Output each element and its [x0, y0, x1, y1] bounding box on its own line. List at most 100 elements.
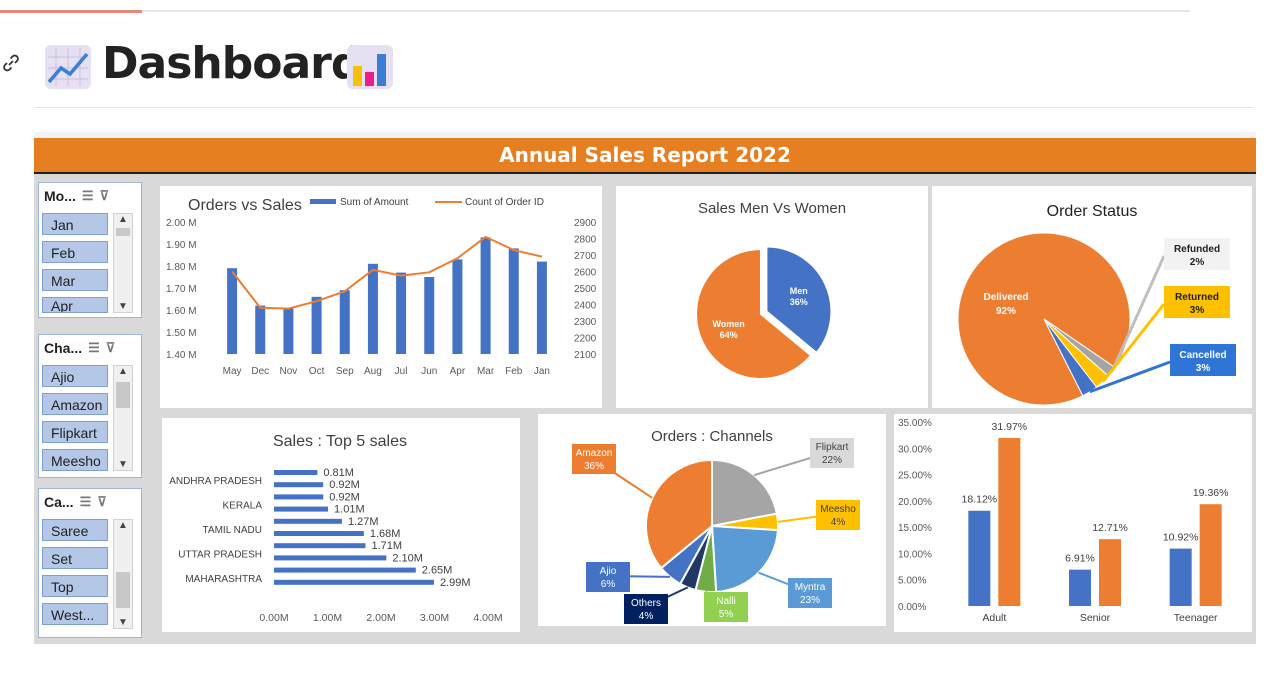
callout-box [704, 592, 748, 622]
scroll-down-icon[interactable]: ▼ [118, 617, 128, 628]
x-tick-label: 4.00M [473, 612, 502, 624]
data-label: 0.92M [329, 479, 360, 491]
scroll-up-icon[interactable]: ▲ [118, 366, 128, 377]
scrollbar[interactable]: ▲ ▼ [113, 519, 133, 629]
y-tick-label: 1.70 M [166, 284, 197, 295]
slicer-item[interactable]: West... [42, 603, 108, 625]
y-tick-label: 1.90 M [166, 240, 197, 251]
age-group-panel: 35.00% 30.00% 25.00% 20.00% 15.00% 10.00% 5.00… [894, 414, 1252, 632]
bar [274, 567, 416, 573]
slicer-item[interactable]: Flipkart [42, 421, 108, 443]
callout-box [1164, 238, 1230, 270]
callout-box [624, 594, 668, 624]
bar [274, 555, 387, 561]
callout-box [586, 562, 630, 592]
slicer-title: Cha... [44, 340, 83, 356]
bar-chart-icon [346, 44, 394, 95]
bar [508, 248, 519, 354]
top-border-accent [0, 10, 142, 13]
multi-select-icon[interactable]: ☰ [88, 340, 100, 355]
y-tick-label: 25.00% [898, 471, 932, 482]
bar [274, 494, 324, 500]
slicer-item[interactable]: Ajio [42, 365, 108, 387]
x-tick-label: Dec [251, 366, 269, 377]
bar [274, 506, 329, 512]
age-group-chart: 35.00% 30.00% 25.00% 20.00% 15.00% 10.00% 5.00… [898, 418, 1228, 624]
y-tick-label: 20.00% [898, 497, 932, 508]
y-tick-label: 10.00% [898, 549, 932, 560]
slicer-item[interactable]: Saree [42, 519, 108, 541]
y-tick-label: KERALA [223, 501, 263, 512]
slicer-item[interactable]: Amazon [42, 393, 108, 415]
slice-value-label: 22% [822, 455, 842, 466]
x-tick-label: Apr [450, 366, 466, 377]
y-tick-label: 5.00% [898, 576, 926, 587]
series-line [231, 235, 543, 310]
y2-tick-label: 2500 [574, 284, 597, 295]
slicer-header: Cha... ☰ ⊽ [39, 335, 141, 361]
top5-sales-chart: Sales : Top 5 sales0.81M0.92M0.92M1.01M1… [169, 433, 502, 624]
scroll-up-icon[interactable]: ▲ [118, 214, 128, 225]
page-title: Dashboard [102, 38, 362, 89]
leader-line [1089, 360, 1171, 394]
multi-select-icon[interactable]: ☰ [79, 494, 92, 509]
y-tick-label: MAHARASHTRA [185, 574, 262, 585]
slicer-item[interactable]: Feb [42, 241, 108, 263]
chart-increasing-icon [44, 44, 92, 95]
slicer-item[interactable]: Set [42, 547, 108, 569]
y2-tick-label: 2800 [574, 235, 597, 246]
scrollbar[interactable]: ▲ ▼ [113, 365, 133, 471]
x-tick-label: Aug [364, 366, 382, 377]
slice-label: Amazon [576, 448, 613, 459]
slicer-item[interactable]: Apr [42, 297, 108, 313]
slice-label: Others [631, 598, 661, 609]
bar [367, 263, 378, 354]
callout-box [816, 500, 860, 530]
scroll-down-icon[interactable]: ▼ [118, 459, 128, 470]
x-tick-label: Jun [421, 366, 437, 377]
scroll-down-icon[interactable]: ▼ [118, 301, 128, 312]
slicer-item[interactable]: Top [42, 575, 108, 597]
data-label: 18.12% [962, 494, 998, 506]
scroll-thumb[interactable] [116, 228, 130, 236]
slice-value-label: 36% [790, 297, 808, 307]
bar [339, 290, 350, 354]
y2-tick-label: 2600 [574, 268, 597, 279]
slice-value-label: 4% [831, 517, 846, 528]
x-tick-label: 1.00M [313, 612, 342, 624]
slice-value-label: 3% [1190, 305, 1205, 316]
x-tick-label: Feb [505, 366, 523, 377]
x-tick-label: Adult [982, 612, 1006, 624]
multi-select-icon[interactable]: ☰ [81, 188, 94, 203]
slicer-header: Ca... ☰ ⊽ [39, 489, 141, 515]
clear-filter-icon[interactable]: ⊽ [99, 188, 110, 203]
pie-slice [765, 245, 833, 355]
top5-sales-panel: Sales : Top 5 sales 0.81M 0.92M 0.92M 1.01M 1… [162, 418, 520, 632]
y-tick-label: UTTAR PRADESH [178, 549, 262, 560]
y2-tick-label: 2900 [574, 218, 597, 229]
y-tick-label: 30.00% [898, 444, 932, 455]
link-icon[interactable] [0, 52, 22, 79]
y-tick-label: 15.00% [898, 523, 932, 534]
slicer-item[interactable]: Jan [42, 213, 108, 235]
y-tick-label: 1.80 M [166, 262, 197, 273]
scrollbar[interactable]: ▲ ▼ [113, 213, 133, 313]
slicer-item[interactable]: Mar [42, 269, 108, 291]
clear-filter-icon[interactable]: ⊽ [97, 494, 107, 509]
slice-label: Myntra [795, 582, 826, 593]
chart-title: Order Status [1047, 203, 1138, 220]
scroll-up-icon[interactable]: ▲ [118, 520, 128, 531]
orders-vs-sales-chart: Orders vs Sales Sum of Amount Count of Ord… [166, 197, 597, 377]
clear-filter-icon[interactable]: ⊽ [105, 340, 116, 355]
data-label: 31.97% [992, 421, 1028, 433]
slice-label: Ajio [600, 566, 617, 577]
scroll-thumb[interactable] [116, 382, 130, 408]
legend-label: Sum of Amount [340, 197, 409, 208]
slice-label: Cancelled [1179, 350, 1226, 361]
orders-channels-chart: Orders : Channels Flipkart 22% Meesho 4% Mynt… [572, 428, 860, 624]
scroll-thumb[interactable] [116, 572, 130, 608]
y-tick-label: 1.50 M [166, 328, 197, 339]
chart-title: Sales : Top 5 sales [273, 433, 407, 450]
slicer-item[interactable]: Meesho [42, 449, 108, 471]
